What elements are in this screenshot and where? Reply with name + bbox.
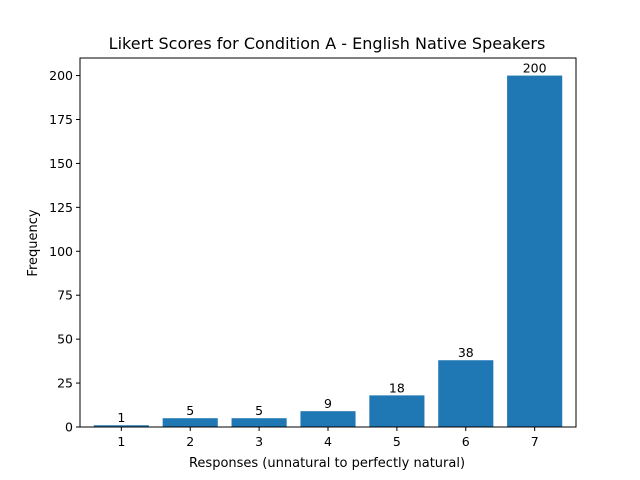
y-axis-ticks: 0 25 50 75 100 125 150 175 200 bbox=[49, 68, 80, 435]
bar-6 bbox=[438, 360, 494, 427]
data-labels-group: 1 5 5 9 18 38 200 bbox=[117, 61, 546, 426]
bar-3 bbox=[231, 418, 287, 427]
x-tick-label-5: 5 bbox=[393, 434, 401, 449]
x-tick-label-2: 2 bbox=[186, 434, 194, 449]
data-label-7: 200 bbox=[523, 61, 547, 76]
x-tick-label-6: 6 bbox=[462, 434, 470, 449]
bar-7 bbox=[507, 75, 563, 428]
bar-5 bbox=[369, 395, 425, 427]
y-tick-label-125: 125 bbox=[49, 200, 73, 215]
x-tick-label-3: 3 bbox=[255, 434, 263, 449]
y-axis-label: Frequency bbox=[26, 209, 41, 276]
y-tick-label-0: 0 bbox=[65, 420, 73, 435]
data-label-4: 9 bbox=[324, 396, 332, 411]
y-tick-label-50: 50 bbox=[57, 332, 73, 347]
bar-4 bbox=[300, 411, 356, 427]
data-label-2: 5 bbox=[186, 403, 194, 418]
data-label-6: 38 bbox=[458, 345, 474, 360]
x-tick-label-4: 4 bbox=[324, 434, 332, 449]
y-tick-label-200: 200 bbox=[49, 68, 73, 83]
y-tick-label-25: 25 bbox=[57, 376, 73, 391]
data-label-1: 1 bbox=[117, 410, 125, 425]
x-tick-label-7: 7 bbox=[531, 434, 539, 449]
y-tick-label-150: 150 bbox=[49, 156, 73, 171]
data-label-5: 18 bbox=[389, 380, 405, 395]
plot-area-frame bbox=[79, 57, 577, 428]
data-label-3: 5 bbox=[255, 403, 263, 418]
x-axis-ticks: 1 2 3 4 5 6 7 bbox=[117, 427, 539, 449]
y-tick-label-175: 175 bbox=[49, 112, 73, 127]
bar-1 bbox=[93, 425, 149, 427]
y-tick-label-100: 100 bbox=[49, 244, 73, 259]
x-tick-label-1: 1 bbox=[117, 434, 125, 449]
bar-2 bbox=[162, 418, 218, 427]
bars-group bbox=[93, 75, 563, 428]
y-tick-label-75: 75 bbox=[57, 288, 73, 303]
x-axis-label: Responses (unnatural to perfectly natura… bbox=[189, 456, 465, 471]
chart-title: Likert Scores for Condition A - English … bbox=[109, 34, 546, 53]
